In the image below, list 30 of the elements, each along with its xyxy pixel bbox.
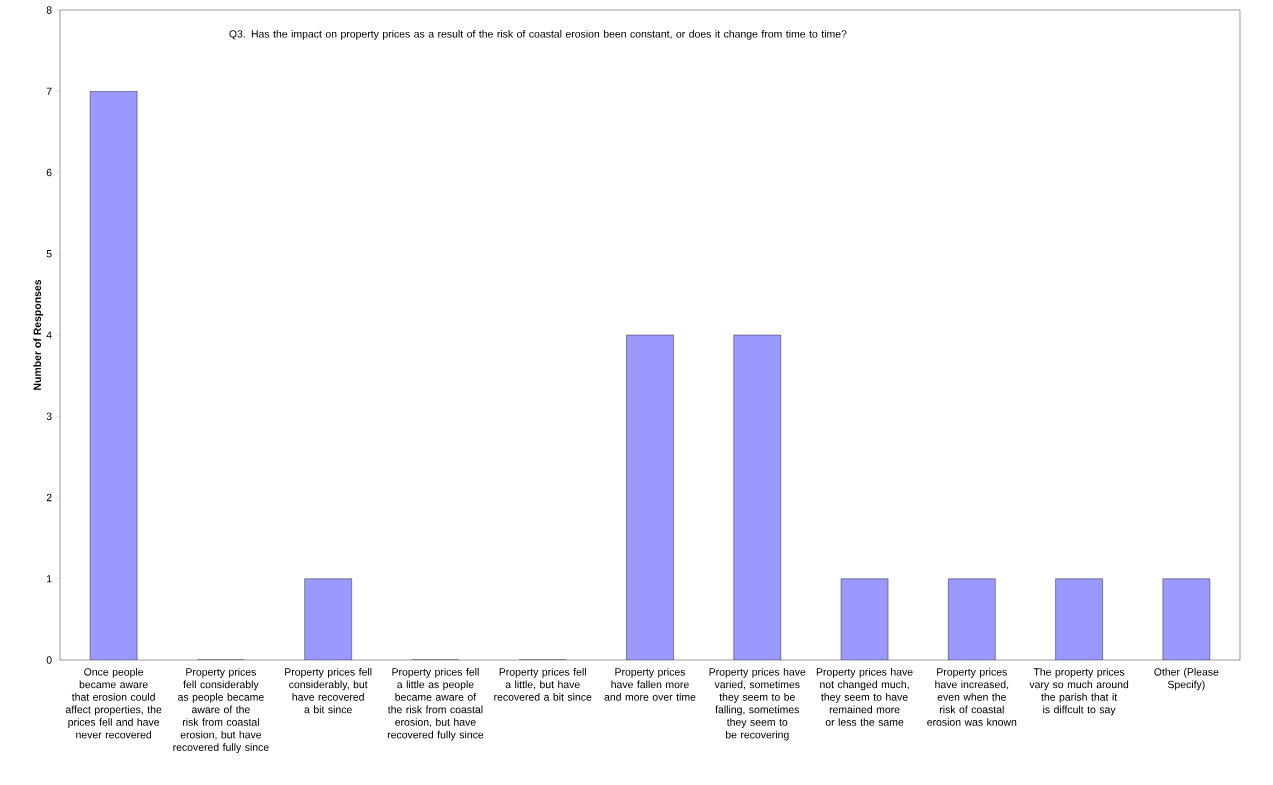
bar <box>840 578 889 660</box>
y-tick-label: 2 <box>46 493 52 502</box>
y-tick-label: 6 <box>46 168 52 177</box>
x-tick-label: The property prices vary so much around the parish that it is diffcult to say <box>1029 667 1129 716</box>
y-tick-label: 4 <box>46 331 52 339</box>
bar <box>1055 578 1103 660</box>
x-tick-label: Property prices fell a little, but have recovered a bit since <box>494 667 592 701</box>
y-tick-label: 1 <box>47 575 52 583</box>
bar <box>1162 578 1211 660</box>
bar <box>733 334 781 660</box>
x-tick-label: Property prices have not changed much, they seem to have remained more or less the same <box>816 667 913 726</box>
x-tick-label: Property prices have fallen more and more over time <box>604 667 696 701</box>
bar <box>948 578 996 660</box>
x-tick-label: Property prices fell considerably as people became aware of the risk from coastal erosion, but have recovered fully since <box>173 667 269 754</box>
y-tick-label: 0 <box>46 656 52 664</box>
y-tick-label: 5 <box>46 250 52 258</box>
text: Q3. Has the impact on property prices as a result of the risk of coastal erosion been constant, or does it change from time to time? <box>229 29 847 40</box>
bar <box>626 334 674 660</box>
x-tick-label: Property prices fell a little as people became aware of the risk from coastal erosion, but have recovered fully since <box>387 667 484 741</box>
x-tick-label: Property prices have varied, sometimes they seem to be falling, sometimes they seem to be recovering <box>709 667 806 741</box>
bar <box>89 91 138 660</box>
x-tick-label: Other (Please Specify) <box>1154 667 1219 691</box>
bar <box>304 578 352 660</box>
x-tick-label: Property prices fell considerably, but have recovered a bit since <box>285 667 372 714</box>
y-tick-label: 8 <box>46 6 52 14</box>
y-tick-label: 7 <box>46 87 52 95</box>
x-tick-label: Property prices have increased, even when the risk of coastal erosion was known <box>927 667 1017 726</box>
y-tick-label: 3 <box>46 412 52 420</box>
y-axis-title: Number of Responses <box>33 279 44 390</box>
x-tick-label: Once people became aware that erosion could affect properties, the prices fell and have never recovered <box>65 667 162 739</box>
